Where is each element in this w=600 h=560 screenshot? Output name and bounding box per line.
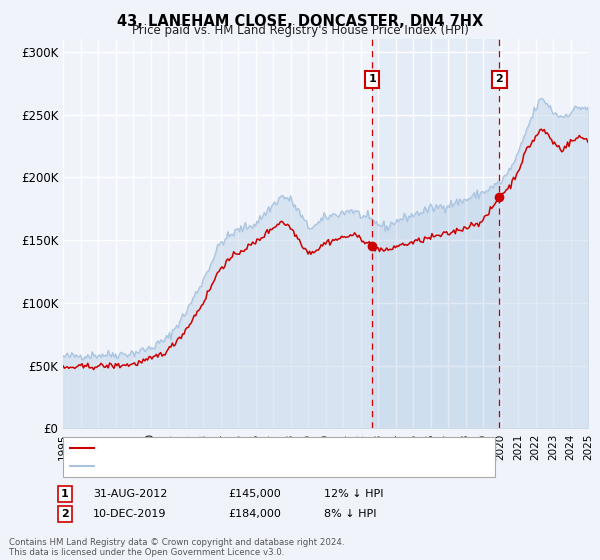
Text: 1: 1 <box>61 489 68 499</box>
Text: 43, LANEHAM CLOSE, DONCASTER, DN4 7HX: 43, LANEHAM CLOSE, DONCASTER, DN4 7HX <box>117 14 483 29</box>
Text: £184,000: £184,000 <box>228 509 281 519</box>
Text: 8% ↓ HPI: 8% ↓ HPI <box>324 509 377 519</box>
Text: 10-DEC-2019: 10-DEC-2019 <box>93 509 167 519</box>
Text: £145,000: £145,000 <box>228 489 281 499</box>
Text: 2: 2 <box>496 74 503 85</box>
Text: Price paid vs. HM Land Registry's House Price Index (HPI): Price paid vs. HM Land Registry's House … <box>131 24 469 37</box>
Text: Contains HM Land Registry data © Crown copyright and database right 2024.
This d: Contains HM Land Registry data © Crown c… <box>9 538 344 557</box>
Bar <box>372 39 499 428</box>
Text: 31-AUG-2012: 31-AUG-2012 <box>93 489 167 499</box>
Text: 43, LANEHAM CLOSE, DONCASTER, DN4 7HX (detached house): 43, LANEHAM CLOSE, DONCASTER, DN4 7HX (d… <box>98 443 427 453</box>
Text: HPI: Average price, detached house, Doncaster: HPI: Average price, detached house, Donc… <box>98 461 344 471</box>
Text: 12% ↓ HPI: 12% ↓ HPI <box>324 489 383 499</box>
Text: 2: 2 <box>61 509 68 519</box>
Text: 1: 1 <box>368 74 376 85</box>
